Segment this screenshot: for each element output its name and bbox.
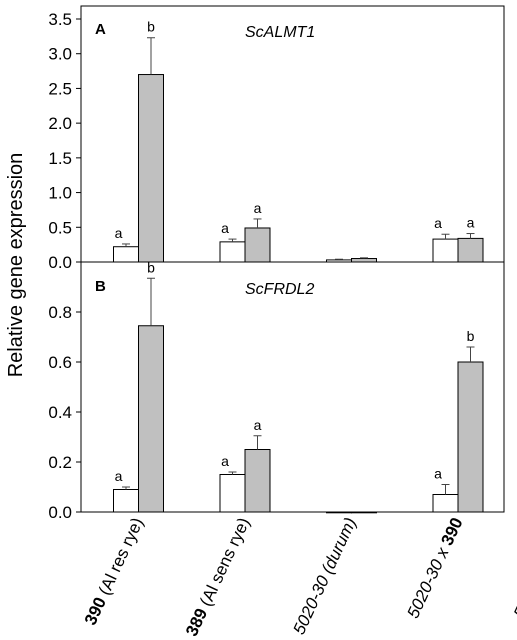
panel-a-y-tick-label: 3.0 [48,45,72,64]
panel-b-significance-letter: a [254,417,262,433]
panel-b-significance-letter: b [147,259,155,275]
panel-a-y-tick-label: 0.5 [48,218,72,237]
panel-b-y-tick-label: 0.4 [48,403,72,422]
panel-b-bars: aaaababa [113,259,484,514]
panel-b-y-tick-label: 0.2 [48,453,72,472]
panel-b-bar [457,361,484,513]
panel-a-bar [219,241,246,263]
panel-a-label: A [95,21,106,38]
panel-a-y-tick-label: 2.5 [48,79,72,98]
panel-b-bar [138,325,164,513]
panel-a-title: ScALMT1 [245,24,315,41]
panel-a-bar [244,227,271,263]
panel-a-significance-letter: a [115,225,123,241]
panel-b-label: B [95,278,106,295]
y-axis-label: Relative gene expression [5,153,27,378]
panel-a-bar [351,258,377,263]
panel-b-frame [80,261,505,513]
panel-a-bar [457,237,484,263]
panel-a-y-tick-label: 1.0 [48,184,72,203]
panel-a-significance-letter: b [147,19,155,35]
panel-a-y-tick-label: 1.5 [48,149,72,168]
panel-a-significance-letter: a [467,215,475,231]
panel-b-title: ScFRDL2 [245,281,314,298]
panel-b-significance-letter: b [467,328,475,344]
panel-a-y-tick-label: 3.5 [48,10,72,29]
panel-b-significance-letter: a [115,468,123,484]
panel-b-y-ticks: 0.0 0.2 0.4 0.6 0.8 [48,303,81,522]
panel-a-significance-letter: a [434,215,442,231]
panel-b-bar [244,449,271,513]
panel-b-bar [219,474,246,513]
panel-a-significance-letter: a [221,220,229,236]
panel-a-significance-letter: a [254,200,262,216]
panel-a-y-ticks: 0.0 0.5 1.0 1.5 2.0 2.5 3.0 3.5 [48,10,81,272]
panel-a-bars: aaaabaaa [113,19,484,263]
panel-a-y-tick-label: 0.0 [48,253,72,272]
panel-a-bar [432,238,459,263]
panel-b-significance-letter: a [434,466,442,482]
panel-b: B ScFRDL2 0.00.20.40.60.8 aaaababa [48,259,505,522]
panel-b-bar [351,511,377,514]
panel-b-significance-letter: a [221,453,229,469]
panel-b-bar [432,494,459,513]
panel-a-y-tick-label: 2.0 [48,114,72,133]
panel-a: A ScALMT1 0.0 0.5 1.0 1.5 2.0 2.5 3.0 3.5 a a a a b… [48,5,505,272]
panel-b-bar [113,489,139,513]
panel-b-y-tick-label: 0.0 [48,503,72,522]
panel-a-bar [138,74,164,263]
panel-a-bar [113,246,139,263]
panel-b-y-tick-label: 0.8 [48,303,72,322]
panel-b-bar [326,511,352,514]
panel-b-y-tick-label: 0.6 [48,353,72,372]
